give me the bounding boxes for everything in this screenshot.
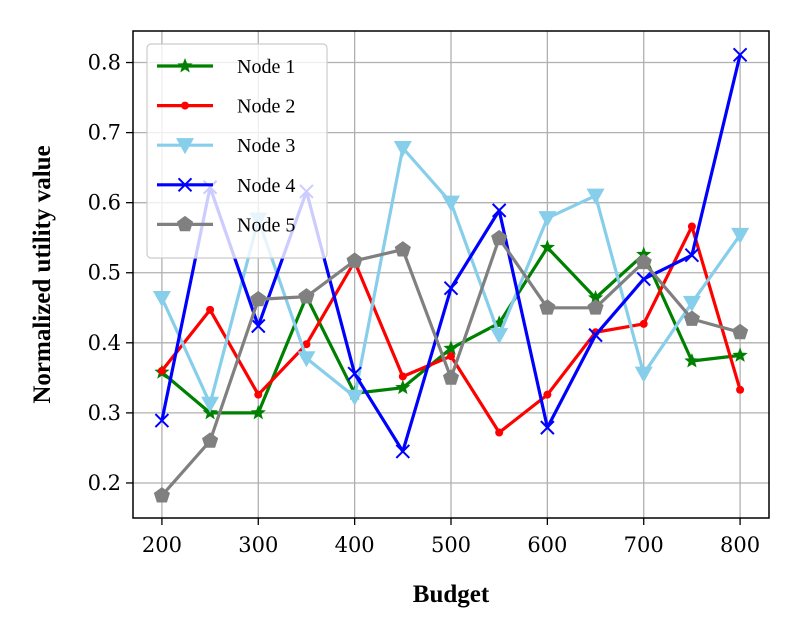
- data-point-node-2: [736, 385, 745, 394]
- data-point-node-3: [442, 195, 460, 212]
- data-point-node-4: [347, 366, 362, 381]
- data-point-node-3: [393, 141, 412, 158]
- y-tick-label: 0.7: [88, 121, 121, 145]
- data-point-node-4: [491, 203, 507, 218]
- data-point-node-4: [154, 413, 170, 428]
- y-tick-label: 0.4: [88, 331, 121, 355]
- y-tick-label: 0.8: [88, 51, 121, 75]
- legend-label-node-2: Node 2: [237, 96, 295, 118]
- y-tick-label: 0.3: [88, 401, 121, 425]
- data-point-node-1: [443, 340, 459, 355]
- data-point-node-1: [395, 379, 411, 395]
- x-tick-label: 200: [142, 533, 182, 557]
- x-tick-label: 500: [431, 533, 471, 557]
- data-point-node-5: [442, 369, 460, 385]
- legend-box: [146, 43, 328, 259]
- data-point-node-1: [587, 289, 604, 305]
- data-point-node-4: [684, 248, 700, 263]
- data-point-node-5: [202, 432, 219, 448]
- data-point-node-4: [732, 47, 748, 63]
- data-point-node-3: [490, 328, 509, 345]
- data-point-node-5: [683, 310, 700, 326]
- data-point-node-5: [732, 323, 749, 340]
- data-point-node-4: [251, 318, 266, 334]
- data-point-node-2: [206, 305, 215, 314]
- legend-label-node-4: Node 4: [237, 175, 295, 197]
- series-node-5: [153, 229, 749, 503]
- legend-marker-node-4: [177, 177, 193, 193]
- data-point-node-5: [153, 487, 170, 503]
- data-point-node-1: [732, 347, 748, 362]
- data-point-node-2: [157, 366, 166, 375]
- legend-label-node-3: Node 3: [237, 135, 295, 157]
- series-node-2: [157, 222, 745, 437]
- data-point-node-1: [684, 353, 700, 368]
- data-point-node-1: [491, 315, 507, 330]
- axis-ticks: 200 300 400 500 600 700 800 0.2 0.3 0.4 0.5 0.6 0.7 0…: [88, 51, 761, 557]
- y-tick-label: 0.6: [88, 191, 121, 215]
- data-point-node-2: [447, 352, 455, 361]
- data-point-node-5: [346, 252, 363, 268]
- legend-marker-node-5: [176, 215, 194, 232]
- data-point-node-5: [587, 299, 604, 315]
- data-point-node-4: [588, 327, 603, 343]
- data-point-node-5: [491, 229, 508, 246]
- legend-marker-node-2: [181, 101, 189, 110]
- data-point-node-3: [586, 188, 605, 205]
- legend-label-node-5: Node 5: [237, 214, 295, 236]
- x-tick-label: 600: [527, 533, 567, 557]
- y-tick-label: 0.2: [88, 471, 121, 495]
- y-axis-title: Normalized utility value: [29, 145, 56, 403]
- data-point-node-3: [731, 227, 750, 244]
- data-point-node-5: [298, 288, 315, 304]
- data-point-node-4: [636, 271, 651, 287]
- legend-label-node-1: Node 1: [237, 56, 295, 78]
- data-point-node-2: [398, 372, 407, 381]
- data-point-node-2: [639, 319, 648, 328]
- legend-marker-node-3: [176, 138, 194, 155]
- data-point-node-5: [394, 241, 411, 257]
- data-point-node-5: [635, 253, 652, 270]
- series-layer: [152, 47, 750, 503]
- data-point-node-2: [254, 390, 263, 399]
- x-axis-title: Budget: [413, 581, 490, 608]
- x-tick-label: 400: [335, 533, 375, 557]
- data-point-node-3: [634, 366, 653, 383]
- data-point-node-3: [201, 396, 220, 413]
- data-point-node-4: [395, 444, 411, 459]
- data-point-node-2: [495, 428, 504, 437]
- x-tick-label: 300: [238, 533, 278, 557]
- data-point-node-5: [250, 290, 267, 307]
- data-point-node-5: [539, 299, 556, 315]
- data-point-node-3: [345, 389, 364, 406]
- x-tick-label: 700: [624, 533, 664, 557]
- x-tick-label: 800: [720, 533, 760, 557]
- data-point-node-3: [297, 351, 316, 368]
- data-point-node-3: [682, 295, 701, 312]
- data-point-node-4: [443, 280, 459, 296]
- legend-marker-node-1: [177, 58, 193, 73]
- data-point-node-1: [250, 404, 266, 420]
- data-point-node-1: [539, 239, 555, 254]
- data-point-node-2: [302, 340, 311, 349]
- data-point-node-3: [538, 211, 557, 228]
- data-point-node-2: [543, 390, 552, 399]
- data-point-node-4: [540, 420, 555, 435]
- legend: Node 1 Node 2 Node 3 Node 4 Node 5: [146, 43, 328, 259]
- y-tick-label: 0.5: [88, 261, 121, 285]
- data-point-node-3: [152, 290, 171, 307]
- data-point-node-2: [687, 222, 696, 231]
